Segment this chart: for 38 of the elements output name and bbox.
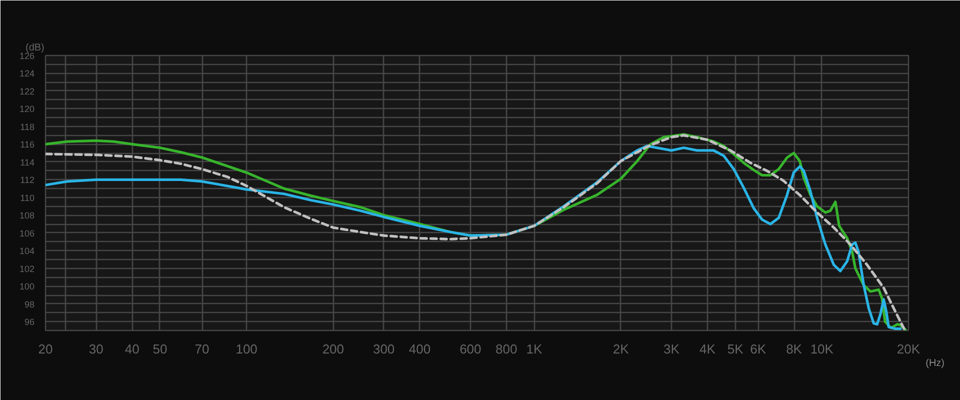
x-tick-label: 3K bbox=[664, 342, 680, 356]
x-tick-label: 30 bbox=[88, 342, 104, 356]
y-tick-label: 120 bbox=[19, 104, 35, 114]
y-tick-label: 108 bbox=[19, 210, 35, 221]
x-tick-label: 200 bbox=[322, 342, 344, 356]
y-tick-label: 102 bbox=[19, 264, 35, 274]
y-tick-label: 96 bbox=[24, 317, 35, 328]
x-tick-label: 6K bbox=[750, 342, 766, 356]
x-tick-label: 300 bbox=[372, 342, 395, 356]
x-axis-title: (Hz) bbox=[926, 358, 945, 369]
x-tick-label: 4K bbox=[699, 342, 716, 356]
y-tick-label: 104 bbox=[19, 246, 35, 256]
x-tick-label: 400 bbox=[408, 342, 431, 356]
x-tick-label: 100 bbox=[236, 342, 258, 356]
x-tick-label: 2K bbox=[612, 342, 630, 356]
y-tick-label: 100 bbox=[19, 282, 35, 292]
x-tick-label: 5K bbox=[727, 342, 744, 356]
x-tick-label: 50 bbox=[152, 342, 168, 356]
y-tick-label: 116 bbox=[20, 140, 35, 150]
x-tick-label: 40 bbox=[124, 342, 140, 356]
y-tick-label: 110 bbox=[20, 192, 35, 203]
y-tick-label: 118 bbox=[20, 122, 35, 132]
y-tick-label: 124 bbox=[19, 68, 35, 79]
y-tick-label: 106 bbox=[19, 228, 35, 238]
y-tick-label: 126 bbox=[19, 51, 35, 61]
x-tick-label: 800 bbox=[496, 342, 518, 356]
x-tick-label: 10K bbox=[810, 342, 834, 356]
x-tick-label: 70 bbox=[194, 342, 210, 356]
x-tick-label: 8K bbox=[786, 342, 802, 356]
x-tick-label: 20K bbox=[896, 342, 920, 356]
y-axis-title: (dB) bbox=[26, 42, 44, 54]
x-tick-label: 600 bbox=[460, 342, 482, 356]
y-tick-label: 122 bbox=[19, 86, 35, 96]
y-tick-label: 112 bbox=[20, 175, 35, 186]
y-tick-label: 114 bbox=[20, 157, 35, 168]
x-tick-label: 1K bbox=[526, 342, 543, 356]
x-tick-label: 20 bbox=[38, 342, 53, 356]
y-tick-label: 98 bbox=[24, 299, 35, 310]
